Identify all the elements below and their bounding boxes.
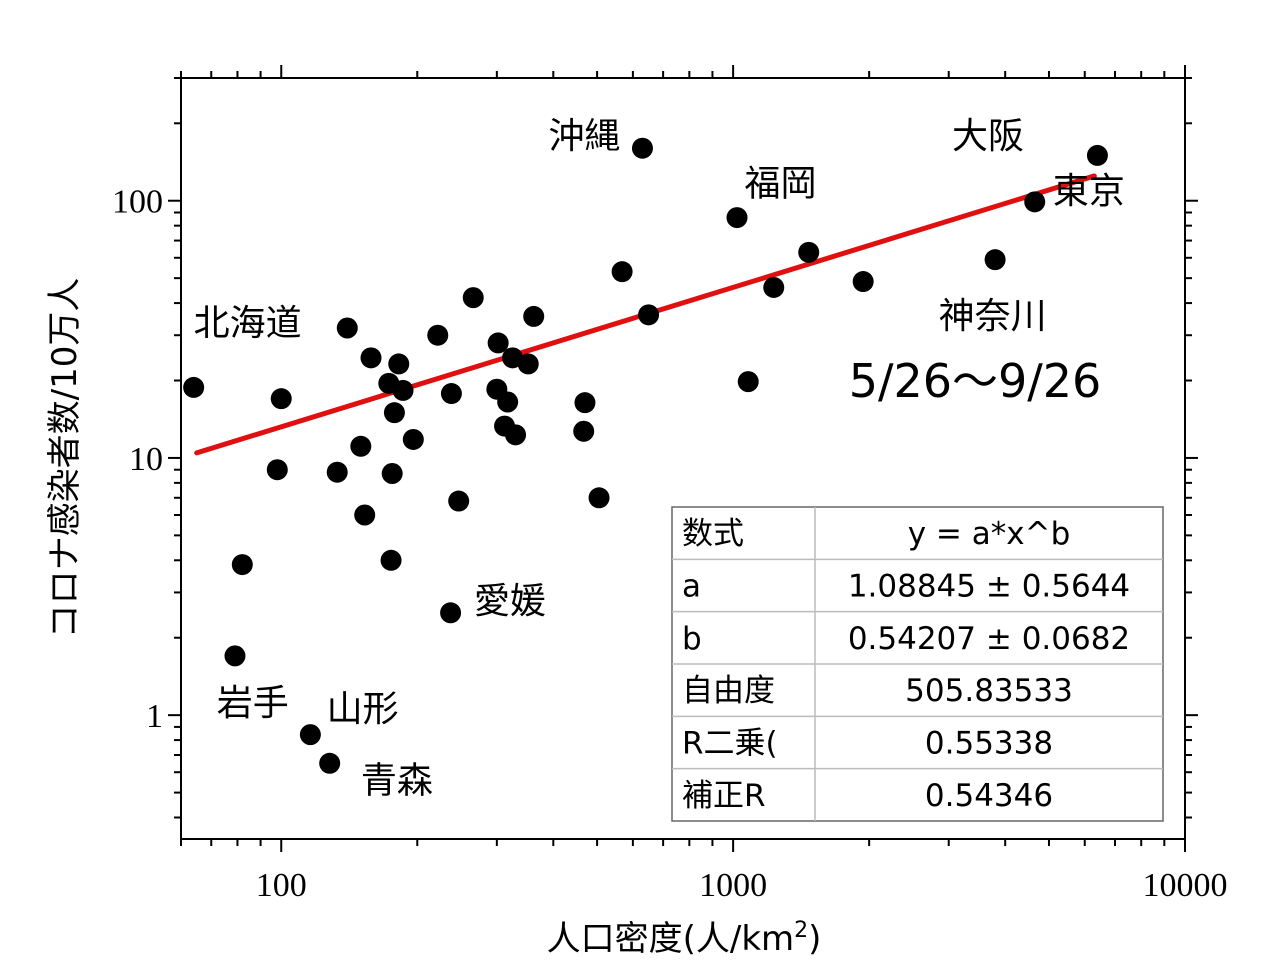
x-axis-title-sup: 2 [794,918,808,943]
data-point [574,392,596,414]
table-row-value: 0.54346 [925,778,1053,814]
point-label: 大阪 [952,116,1024,157]
data-point [611,261,633,283]
y-tick-label: 100 [112,184,163,221]
table-row-key: b [682,621,702,657]
table-row-value: y = a*x^b [908,516,1071,552]
data-point [381,462,403,484]
data-point [798,241,820,263]
data-point [487,332,509,354]
data-point [497,391,519,413]
y-axis-title: コロナ感染者数/10万人 [45,278,85,639]
x-axis-title: 人口密度(人/km2) [547,918,822,959]
axis-ticks [168,65,1198,852]
data-point [270,388,292,410]
x-axis-title-close: ) [808,919,821,959]
data-point [440,383,462,405]
data-point [319,752,341,774]
table-row-value: 0.55338 [925,726,1053,762]
table-row-key: 数式 [682,516,744,552]
table-row-key: 補正R [682,778,766,814]
table-row-key: a [682,569,701,605]
table-row-key: R二乗( [682,726,778,762]
point-label: 福岡 [745,163,817,204]
data-point [631,137,653,159]
x-axis-title-main: 人口密度(人/km [547,919,795,959]
data-point [266,459,288,481]
fit-results-table: 数式 y = a*x^b a 1.08845 ± 0.5644 b 0.54207 ± 0… [671,506,1164,822]
data-point [392,379,414,401]
data-point [726,207,748,229]
data-point [354,504,376,526]
data-point [638,304,660,326]
data-point [224,645,246,667]
data-point [588,487,610,509]
data-point [336,317,358,339]
data-point [523,305,545,327]
point-label: 青森 [361,761,433,802]
data-point [402,428,424,450]
data-point [231,554,253,576]
data-point [350,435,372,457]
data-point [1024,191,1046,213]
data-point [737,371,759,393]
data-point [852,271,874,293]
data-point [299,724,321,746]
table-row-value: 0.54207 ± 0.0682 [848,621,1130,657]
point-label: 山形 [327,689,399,730]
data-point [505,424,527,446]
y-tick-label: 10 [129,441,163,478]
data-point [427,324,449,346]
data-point [763,276,785,298]
table-row-value: 1.08845 ± 0.5644 [848,569,1130,605]
table-row-key: 自由度 [682,673,775,709]
data-point [380,549,402,571]
tick-labels: 100 1000 10000 1 10 100 [112,184,1228,904]
data-point [360,347,382,369]
table-row-value: 505.83533 [905,673,1073,709]
point-label: 沖縄 [548,116,620,157]
data-point [383,402,405,424]
x-tick-label: 1000 [699,867,767,904]
x-tick-label: 100 [256,867,307,904]
data-point [183,376,205,398]
data-point [448,490,470,512]
point-label: 東京 [1053,171,1125,212]
data-point [326,461,348,483]
x-tick-label: 10000 [1143,867,1228,904]
plot-frame [180,77,1186,840]
period-label: 5/26～9/26 [849,354,1102,408]
data-points [183,137,1108,774]
data-point [517,353,539,375]
data-point [388,353,410,375]
data-point [984,249,1006,271]
y-tick-label: 1 [146,698,163,735]
data-point [440,602,462,624]
data-point [462,287,484,309]
point-label: 愛媛 [474,581,546,622]
point-label: 岩手 [217,683,289,724]
point-label: 神奈川 [939,296,1047,337]
data-point [1086,144,1108,166]
data-point [573,420,595,442]
point-label: 北海道 [194,303,302,344]
